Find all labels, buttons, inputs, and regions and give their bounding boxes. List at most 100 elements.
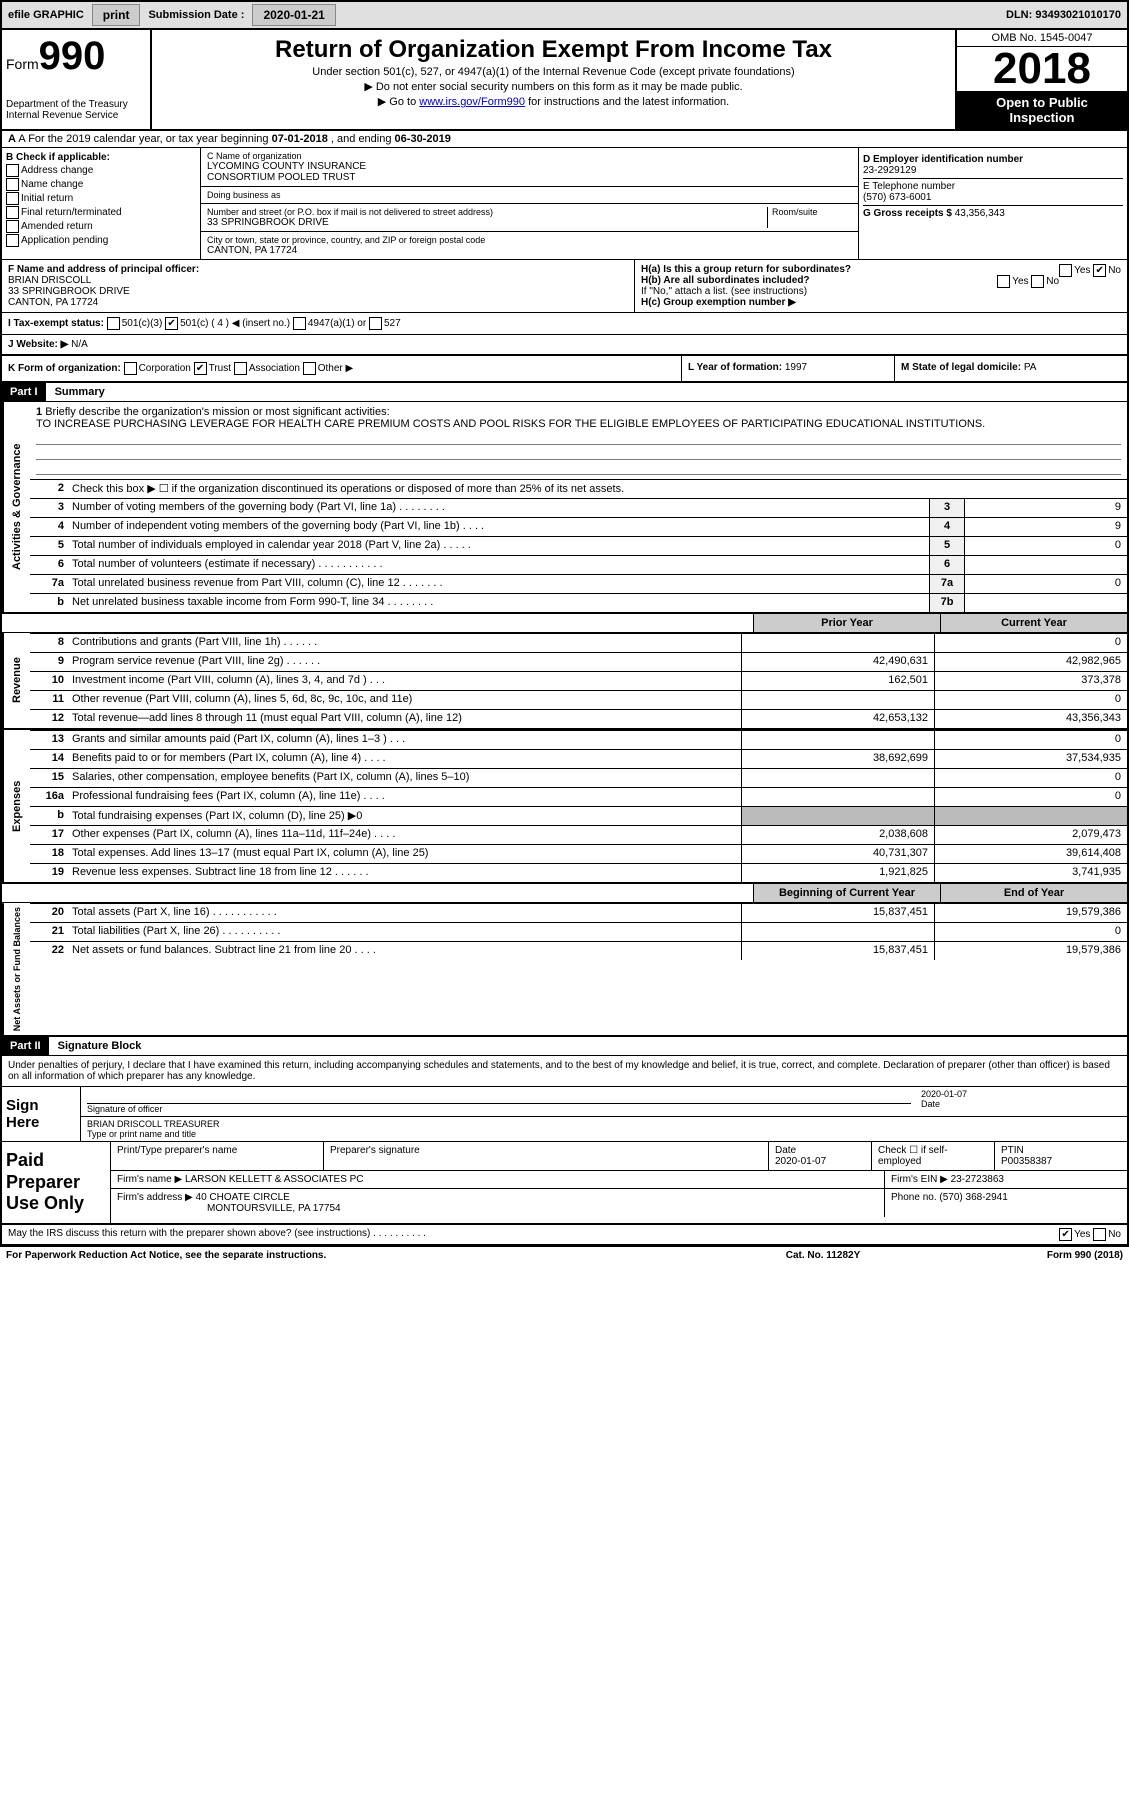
sign-label: Sign Here: [2, 1087, 81, 1141]
gov-line: 4Number of independent voting members of…: [30, 517, 1127, 536]
opt0: Address change: [21, 165, 93, 176]
opt-final[interactable]: Final return/terminated: [6, 206, 196, 219]
gov-line: 2Check this box ▶ ☐ if the organization …: [30, 480, 1127, 498]
taxI-o3: 4947(a)(1) or: [308, 318, 366, 329]
opt-amended[interactable]: Amended return: [6, 220, 196, 233]
discuss-no: No: [1108, 1229, 1121, 1240]
opt2: Initial return: [21, 193, 73, 204]
firm-addr-label: Firm's address ▶: [117, 1192, 193, 1203]
print-button[interactable]: print: [92, 4, 141, 26]
side-revenue: Revenue: [2, 633, 30, 728]
form-prefix: Form: [6, 56, 39, 72]
rowA-end: 06-30-2019: [395, 133, 451, 145]
opt3: Final return/terminated: [21, 207, 122, 218]
inspection: Open to Public Inspection: [957, 91, 1127, 129]
mission-block: 1 Briefly describe the organization's mi…: [30, 402, 1127, 480]
firm-phone: (570) 368-2941: [939, 1192, 1007, 1203]
taxI-o4: 527: [384, 318, 401, 329]
officer-addr: 33 SPRINGBROOK DRIVE: [8, 286, 130, 297]
table-row: 14Benefits paid to or for members (Part …: [30, 749, 1127, 768]
rowK-M: M State of legal domicile:: [901, 362, 1021, 373]
phone: (570) 673-6001: [863, 192, 931, 203]
gov-line: bNet unrelated business taxable income f…: [30, 593, 1127, 612]
opt1: Name change: [21, 179, 83, 190]
efile-label: efile GRAPHIC: [2, 9, 90, 21]
gov-line: 7aTotal unrelated business revenue from …: [30, 574, 1127, 593]
sig-date: 2020-01-07: [921, 1089, 1121, 1099]
inspect1: Open to Public: [996, 95, 1088, 110]
opt-name[interactable]: Name change: [6, 178, 196, 191]
side-expenses: Expenses: [2, 730, 30, 882]
net-col-header: Beginning of Current Year End of Year: [2, 882, 1127, 902]
gross: 43,356,343: [955, 208, 1005, 219]
table-row: 8Contributions and grants (Part VIII, li…: [30, 633, 1127, 652]
form990-link[interactable]: www.irs.gov/Form990: [419, 96, 525, 108]
ha-no: No: [1108, 265, 1121, 276]
dln-value: 93493021010170: [1035, 9, 1121, 21]
ein-label: D Employer identification number: [863, 154, 1023, 165]
discuss-row: May the IRS discuss this return with the…: [2, 1225, 1127, 1245]
footer-right: Form 990 (2018): [923, 1250, 1123, 1261]
table-row: 16aProfessional fundraising fees (Part I…: [30, 787, 1127, 806]
form-header: Form990 Department of the Treasury Inter…: [2, 30, 1127, 131]
hb-label: H(b) Are all subordinates included?: [641, 275, 810, 286]
dept1: Department of the Treasury: [6, 99, 146, 110]
box-d: D Employer identification number 23-2929…: [859, 148, 1127, 259]
partI-title: Summary: [49, 386, 105, 398]
form-number: Form990: [6, 34, 146, 79]
row-f-h: F Name and address of principal officer:…: [2, 260, 1127, 313]
sig-label: Signature of officer: [87, 1104, 162, 1114]
form-title: Return of Organization Exempt From Incom…: [156, 36, 951, 64]
submission-date: 2020-01-21: [252, 4, 335, 26]
partII-tag: Part II: [2, 1037, 49, 1055]
row-j: J Website: ▶ N/A: [2, 335, 1127, 356]
sub2: ▶ Do not enter social security numbers o…: [156, 80, 951, 93]
discuss-text: May the IRS discuss this return with the…: [8, 1228, 1059, 1241]
rowK-o3: Association: [249, 363, 300, 374]
city-label: City or town, state or province, country…: [207, 235, 852, 245]
col-current: Current Year: [940, 614, 1127, 632]
table-row: 22Net assets or fund balances. Subtract …: [30, 941, 1127, 960]
row-k: K Form of organization: Corporation Trus…: [2, 356, 1127, 383]
hb-no: No: [1046, 276, 1059, 287]
dln-label: DLN:: [1006, 9, 1032, 21]
name-label: C Name of organization: [207, 151, 852, 161]
tax-year: 2018: [957, 47, 1127, 91]
org-name1: LYCOMING COUNTY INSURANCE: [207, 161, 852, 172]
topbar: efile GRAPHIC print Submission Date : 20…: [0, 0, 1129, 30]
rowJ-label: J Website: ▶: [8, 339, 68, 350]
sub3-post: for instructions and the latest informat…: [525, 96, 729, 108]
submission-label: Submission Date :: [142, 9, 250, 21]
col-begin: Beginning of Current Year: [753, 884, 940, 902]
opt-address[interactable]: Address change: [6, 164, 196, 177]
side-governance: Activities & Governance: [2, 402, 30, 612]
table-row: 9Program service revenue (Part VIII, lin…: [30, 652, 1127, 671]
rowK-L: L Year of formation:: [688, 362, 782, 373]
footer-mid: Cat. No. 11282Y: [723, 1250, 923, 1261]
table-row: 20Total assets (Part X, line 16) . . . .…: [30, 903, 1127, 922]
table-row: 11Other revenue (Part VIII, column (A), …: [30, 690, 1127, 709]
sub3: ▶ Go to www.irs.gov/Form990 for instruct…: [156, 95, 951, 108]
box-b: B Check if applicable: Address change Na…: [2, 148, 201, 259]
opt-initial[interactable]: Initial return: [6, 192, 196, 205]
sub1: Under section 501(c), 527, or 4947(a)(1)…: [156, 66, 951, 78]
table-row: 12Total revenue—add lines 8 through 11 (…: [30, 709, 1127, 728]
firm-name: LARSON KELLETT & ASSOCIATES PC: [185, 1174, 364, 1185]
taxI-o1: 501(c)(3): [122, 318, 163, 329]
opt-pending[interactable]: Application pending: [6, 234, 196, 247]
table-row: 13Grants and similar amounts paid (Part …: [30, 730, 1127, 749]
paid-label: Paid Preparer Use Only: [2, 1142, 111, 1223]
taxI-label: I Tax-exempt status:: [8, 318, 104, 329]
officer-name: BRIAN DRISCOLL: [8, 275, 91, 286]
gross-label: G Gross receipts $: [863, 208, 952, 219]
ha-yes: Yes: [1074, 265, 1090, 276]
mission-text: TO INCREASE PURCHASING LEVERAGE FOR HEAL…: [36, 418, 985, 430]
sig-name: BRIAN DRISCOLL TREASURER: [87, 1119, 1121, 1129]
prep-date-h: Date: [775, 1145, 796, 1156]
footer-left: For Paperwork Reduction Act Notice, see …: [6, 1250, 723, 1261]
hb-yes: Yes: [1012, 276, 1028, 287]
table-row: 10Investment income (Part VIII, column (…: [30, 671, 1127, 690]
sub3-pre: ▶ Go to: [378, 96, 419, 108]
table-row: 19Revenue less expenses. Subtract line 1…: [30, 863, 1127, 882]
side-netassets: Net Assets or Fund Balances: [2, 903, 30, 1035]
